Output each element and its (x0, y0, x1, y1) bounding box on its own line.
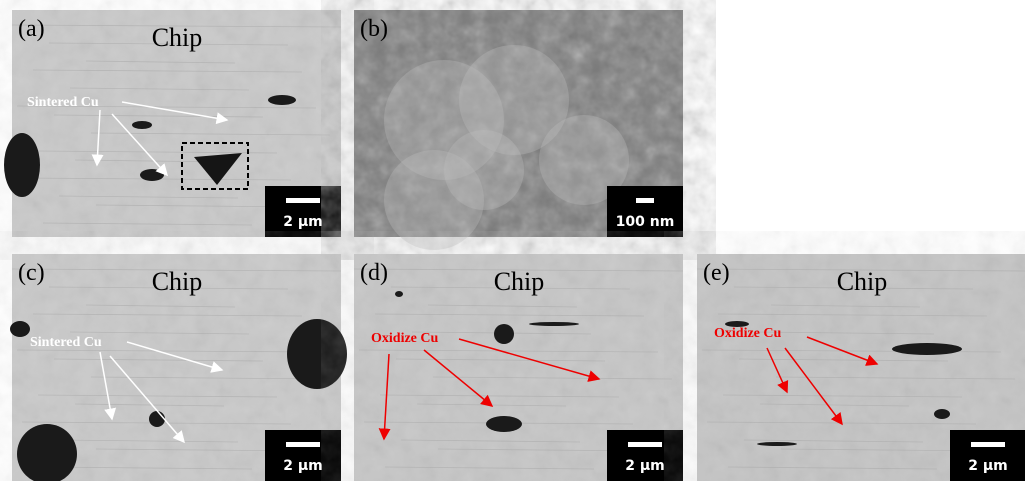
annotation: Sintered Cu (27, 95, 99, 110)
panel-label: (d) (360, 260, 388, 286)
scale-bar (628, 442, 662, 447)
annotation: Oxidize Cu (371, 331, 438, 346)
chip-label: Chip (152, 267, 203, 296)
pore (529, 322, 579, 326)
scale-bar (286, 442, 320, 447)
scale-bar-text: 2 µm (283, 458, 323, 474)
pore (287, 319, 347, 389)
panel-label: (e) (703, 260, 730, 286)
scale-bar (636, 198, 654, 203)
pore (892, 343, 962, 355)
scale-bar-text: 2 µm (283, 214, 323, 230)
scale-bar (971, 442, 1005, 447)
chip-label: Chip (152, 23, 203, 52)
pore (149, 411, 165, 427)
scale-bar (286, 198, 320, 203)
panel-label: (c) (18, 260, 45, 286)
panel: Chip Oxidize Cu (e) 2 µm (697, 254, 1025, 481)
pore (757, 442, 797, 446)
annotation: Oxidize Cu (714, 326, 781, 341)
panel: Chip Sintered Cu (c) 2 µm (10, 254, 347, 481)
pore (486, 416, 522, 432)
panel: Chip Oxidize Cu (d) 2 µm (354, 254, 683, 481)
chip-label: Chip (494, 267, 545, 296)
pore (494, 324, 514, 344)
pore (395, 291, 403, 297)
panel-label: (b) (360, 16, 388, 42)
pore (10, 321, 30, 337)
grain-cluster (444, 130, 524, 210)
pore (140, 169, 164, 181)
scale-bar-text: 2 µm (625, 458, 665, 474)
scale-bar-text: 100 nm (616, 214, 675, 230)
chip-label: Chip (837, 267, 888, 296)
figure: Chip Sintered Cu (a) 2 µm (b) 100 nm Chip Sinte… (0, 0, 1025, 481)
annotation: Sintered Cu (30, 335, 102, 350)
panel: (b) 100 nm (354, 10, 683, 250)
panel-label: (a) (18, 16, 45, 42)
scale-bar-text: 2 µm (968, 458, 1008, 474)
pore (4, 133, 40, 197)
panel: Chip Sintered Cu (a) 2 µm (4, 10, 341, 237)
pore (268, 95, 296, 105)
pore (132, 121, 152, 129)
pore (934, 409, 950, 419)
